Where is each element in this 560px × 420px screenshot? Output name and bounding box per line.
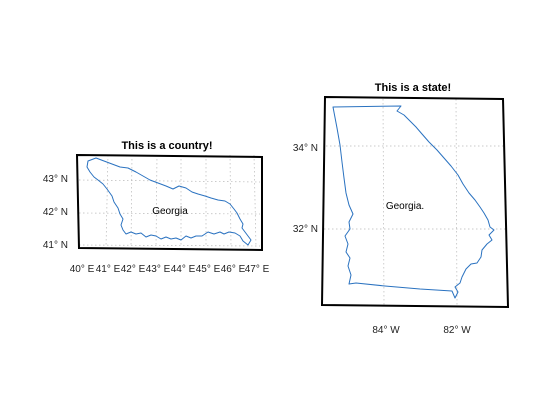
grid-lon-42	[130, 154, 133, 248]
state-border	[332, 105, 495, 299]
country-region-label: Georgia	[152, 206, 188, 217]
grid-lat-41	[78, 244, 261, 247]
country-graticule	[78, 154, 261, 248]
country-lon-tick-42: 42° E	[121, 264, 146, 275]
country-lon-tick-45: 45° E	[196, 264, 221, 275]
country-map-frame	[75, 153, 263, 252]
country-lat-tick-41: 41° N	[43, 240, 68, 251]
country-lon-tick-41: 41° E	[96, 264, 121, 275]
state-map-title: This is a state!	[375, 82, 451, 94]
country-map: This is a country! Georgia 43° N 42° N 4…	[43, 140, 270, 275]
grid-lon-82	[455, 98, 458, 307]
grid-lat-43	[78, 179, 261, 183]
country-lon-tick-43: 43° E	[146, 264, 171, 275]
country-lon-tick-47: 47° E	[245, 264, 270, 275]
country-border	[86, 157, 252, 246]
state-lat-tick-32: 32° N	[293, 224, 318, 235]
grid-lon-47	[253, 154, 257, 248]
grid-lon-46	[229, 154, 232, 248]
country-map-title: This is a country!	[121, 140, 212, 152]
state-lon-tick-82: 82° W	[443, 325, 471, 336]
state-map-frame	[320, 95, 510, 309]
state-map: This is a state! Georgia. 34° N 32° N 84…	[293, 82, 510, 336]
state-graticule	[324, 98, 507, 307]
country-lon-tick-46: 46° E	[221, 264, 246, 275]
grid-lon-84	[382, 98, 385, 307]
state-region-label: Georgia.	[386, 201, 424, 212]
grid-lon-43	[155, 154, 158, 248]
country-lat-tick-43: 43° N	[43, 174, 68, 185]
state-lat-tick-34: 34° N	[293, 143, 318, 154]
country-lat-tick-42: 42° N	[43, 207, 68, 218]
grid-lon-41	[105, 154, 109, 248]
country-lon-tick-44: 44° E	[171, 264, 196, 275]
country-lon-tick-40: 40° E	[70, 264, 95, 275]
state-lon-tick-84: 84° W	[372, 325, 400, 336]
